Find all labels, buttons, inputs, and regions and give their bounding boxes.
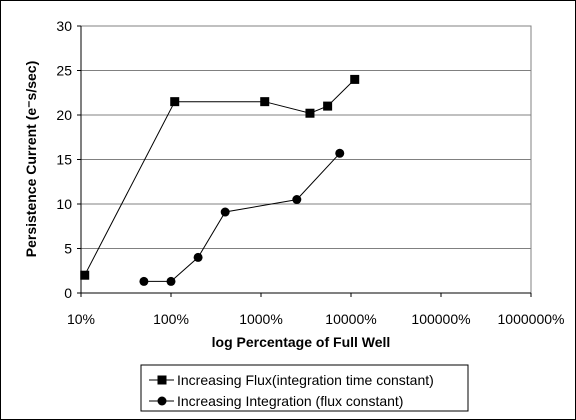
- axes: [77, 25, 532, 297]
- legend-circle-marker: [157, 396, 167, 406]
- x-tick-label: 10000%: [325, 311, 376, 327]
- data-point-square: [305, 108, 315, 118]
- y-tick-label: 25: [56, 63, 72, 79]
- series-increasing-integration: [139, 148, 345, 286]
- y-tick-label: 5: [64, 241, 72, 257]
- series-increasing-flux: [80, 74, 360, 280]
- data-point-circle: [220, 207, 230, 217]
- legend-box: [140, 364, 469, 412]
- tick-labels: 0 5 10 15 20 25 30 10% 100% 1000% 10000% 100000% 100…: [56, 18, 564, 327]
- x-tick-label: 100%: [153, 311, 189, 327]
- data-point-square: [260, 97, 270, 107]
- data-point-square: [323, 101, 333, 111]
- data-point-circle: [335, 148, 345, 158]
- y-tick-label: 10: [56, 196, 72, 212]
- legend-label-integration: Increasing Integration (flux constant): [177, 393, 403, 409]
- y-tick-label: 0: [64, 285, 72, 301]
- x-tick-label: 100000%: [411, 311, 470, 327]
- x-tick-label: 1000000%: [498, 311, 565, 327]
- y-tick-label: 20: [56, 107, 72, 123]
- x-tick-label: 10%: [67, 311, 95, 327]
- data-point-square: [170, 97, 180, 107]
- data-point-circle: [139, 276, 149, 286]
- data-point-square: [80, 270, 90, 280]
- legend-square-marker: [157, 375, 167, 385]
- gridlines: [81, 70, 531, 249]
- x-tick-label: 1000%: [239, 311, 283, 327]
- data-point-circle: [292, 195, 302, 205]
- legend-entry-integration: Increasing Integration (flux constant): [149, 393, 403, 409]
- y-tick-label: 15: [56, 152, 72, 168]
- legend: Increasing Flux(integration time constan…: [140, 364, 469, 412]
- series-line: [143, 152, 341, 282]
- legend-label-flux: Increasing Flux(integration time constan…: [177, 372, 434, 388]
- x-axis-title: log Percentage of Full Well: [212, 334, 391, 350]
- data-point-square: [350, 74, 360, 84]
- legend-entry-flux: Increasing Flux(integration time constan…: [149, 372, 434, 388]
- data-point-circle: [166, 276, 176, 286]
- data-series: [80, 74, 360, 286]
- y-axis-title: Persistence Current (e⁻s/sec): [23, 61, 39, 257]
- data-point-circle: [193, 252, 203, 262]
- y-tick-label: 30: [56, 18, 72, 34]
